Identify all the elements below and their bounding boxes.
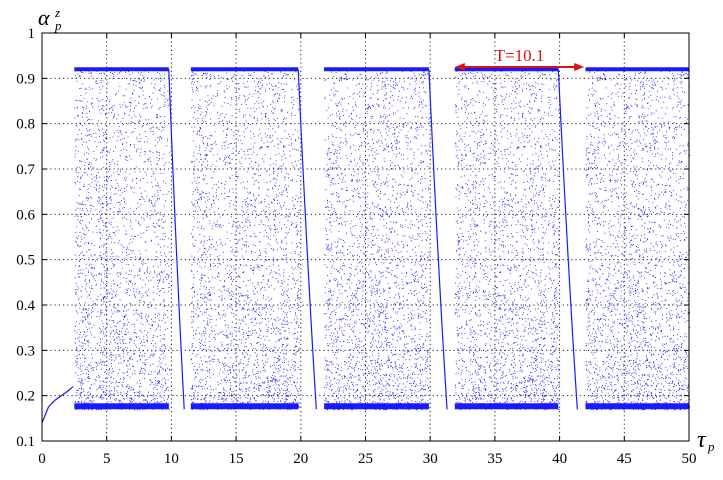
decay-curve bbox=[557, 69, 578, 410]
tick-labels: 0 5 10 15 20 25 30 35 40 45 50 0.1 0.2 0.3 0.4 0.5 0.6 0.… bbox=[16, 26, 696, 467]
decay-curve bbox=[297, 69, 317, 410]
chaotic-band bbox=[585, 67, 691, 411]
x-tick-label: 20 bbox=[293, 451, 308, 467]
decay-curve bbox=[168, 69, 185, 410]
y-tick-label: 0.5 bbox=[16, 253, 35, 269]
x-tick-label: 45 bbox=[617, 451, 632, 467]
y-axis-label-subscript: p bbox=[54, 18, 62, 33]
x-tick-label: 0 bbox=[38, 451, 46, 467]
band-top-edge bbox=[585, 67, 689, 72]
y-tick-label: 0.6 bbox=[16, 207, 35, 223]
band-top-edge bbox=[74, 67, 169, 72]
data-curves bbox=[41, 69, 578, 424]
band-dots bbox=[324, 69, 430, 411]
x-tick-label: 35 bbox=[487, 451, 502, 467]
y-tick-label: 0.2 bbox=[16, 389, 35, 405]
y-tick-label: 0.4 bbox=[16, 298, 35, 314]
period-arrow-head-right bbox=[574, 63, 585, 71]
band-top-edge bbox=[190, 67, 299, 72]
period-annotation: T=10.1 bbox=[454, 46, 585, 71]
ticks bbox=[41, 32, 690, 442]
band-top-edge bbox=[454, 67, 559, 72]
y-tick-label: 0.7 bbox=[16, 162, 35, 178]
x-tick-label: 5 bbox=[103, 451, 111, 467]
y-tick-label: 0.8 bbox=[16, 117, 35, 133]
x-tick-label: 30 bbox=[423, 451, 438, 467]
x-tick-label: 25 bbox=[358, 451, 373, 467]
y-axis-label-superscript: z bbox=[54, 5, 60, 20]
chaotic-band bbox=[190, 67, 300, 411]
chaotic-bands bbox=[74, 67, 691, 411]
band-dots bbox=[74, 69, 171, 411]
chaotic-band bbox=[324, 67, 430, 411]
band-dots bbox=[190, 69, 300, 411]
band-bottom-edge bbox=[585, 403, 689, 410]
band-dots bbox=[454, 69, 560, 411]
period-arrow-head-left bbox=[454, 63, 465, 71]
period-annotation-label: T=10.1 bbox=[495, 46, 545, 65]
y-tick-label: 0.9 bbox=[16, 71, 35, 87]
band-bottom-edge bbox=[74, 403, 169, 410]
band-bottom-edge bbox=[324, 403, 429, 410]
chaotic-band bbox=[454, 67, 560, 411]
x-axis-label-symbol: τ bbox=[697, 427, 707, 453]
y-tick-label: 1 bbox=[28, 26, 36, 42]
x-axis-label-subscript: p bbox=[707, 439, 715, 454]
x-tick-label: 40 bbox=[552, 451, 567, 467]
transient-curve bbox=[41, 386, 74, 424]
x-axis-label: τ p bbox=[697, 427, 715, 454]
x-tick-label: 15 bbox=[229, 451, 244, 467]
band-bottom-edge bbox=[454, 403, 559, 410]
chaotic-band bbox=[74, 67, 171, 411]
decay-curve bbox=[428, 69, 448, 410]
y-tick-label: 0.3 bbox=[16, 343, 35, 359]
y-axis-label: α z p bbox=[38, 5, 62, 33]
band-top-edge bbox=[324, 67, 429, 72]
y-axis-label-symbol: α bbox=[38, 5, 50, 30]
band-dots bbox=[585, 69, 691, 411]
x-tick-label: 10 bbox=[164, 451, 179, 467]
band-bottom-edge bbox=[190, 403, 299, 410]
x-tick-label: 50 bbox=[682, 451, 697, 467]
y-tick-label: 0.1 bbox=[16, 434, 35, 450]
